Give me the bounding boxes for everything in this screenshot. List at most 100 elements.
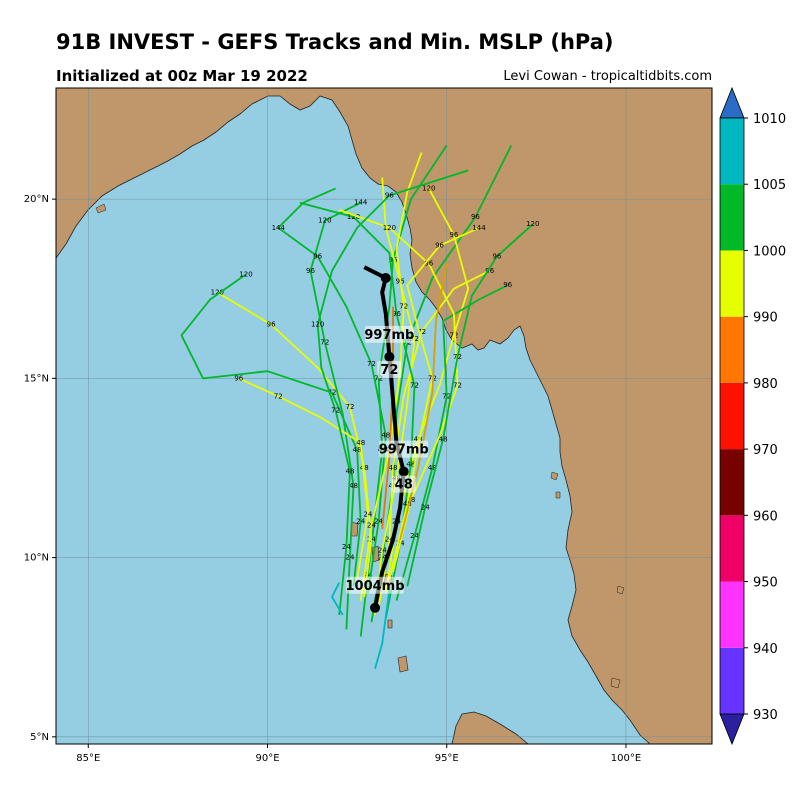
colorbar-tick-label: 980 xyxy=(753,377,778,392)
land-island-a xyxy=(550,471,559,481)
colorbar-segment xyxy=(720,184,744,251)
colorbar-tick-label: 940 xyxy=(753,642,778,657)
forecast-hour-label: 48 xyxy=(403,500,412,508)
forecast-hour-label: 120 xyxy=(239,270,252,278)
forecast-hour-label: 96 xyxy=(485,267,494,275)
colorbar-segment xyxy=(720,449,744,516)
hour-label: 72 xyxy=(380,363,398,378)
colorbar-segment xyxy=(720,647,744,714)
colorbar-segment xyxy=(720,118,744,185)
pressure-label: 1004mb xyxy=(346,579,405,594)
forecast-hour-label: 120 xyxy=(318,217,331,225)
forecast-hour-label: 72 xyxy=(449,331,458,339)
forecast-hour-label: 48 xyxy=(406,460,415,468)
ensemble-track-line xyxy=(277,187,387,594)
colorbar-segment xyxy=(720,316,744,383)
forecast-hour-label: 48 xyxy=(349,482,358,490)
forecast-hour-label: 96 xyxy=(492,252,501,260)
colorbar-tick-label: 1010 xyxy=(753,112,786,127)
forecast-hour-label: 24 xyxy=(342,543,351,551)
forecast-hour-label: 72 xyxy=(374,374,383,382)
forecast-hour-label: 72 xyxy=(367,360,376,368)
forecast-hour-label: 144 xyxy=(354,199,368,207)
pressure-label-box xyxy=(379,440,429,458)
forecast-hour-label: 72 xyxy=(345,403,354,411)
colorbar-tick-label: 990 xyxy=(753,311,778,326)
colorbar-segment xyxy=(720,581,744,648)
forecast-hour-label: 96 xyxy=(267,321,276,329)
colorbar-under-arrow xyxy=(719,713,745,746)
lat-tick-label: 5°N xyxy=(30,732,49,743)
lat-tick-label: 20°N xyxy=(24,194,49,205)
colorbar-segment xyxy=(720,250,744,317)
land-island-b xyxy=(555,491,561,499)
forecast-hour-label: 48 xyxy=(428,464,437,472)
lon-tick-label: 85°E xyxy=(76,753,100,764)
forecast-hour-label: 24 xyxy=(410,532,419,540)
lon-tick-label: 95°E xyxy=(435,753,459,764)
forecast-hour-label: 24 xyxy=(363,511,372,519)
pressure-label: 997mb xyxy=(364,328,414,343)
forecast-hour-label: 48 xyxy=(356,439,365,447)
colorbar-tick-label: 930 xyxy=(753,708,778,723)
mean-track-point xyxy=(380,272,391,283)
ensemble-track-line xyxy=(316,169,469,616)
forecast-hour-label: 72 xyxy=(410,382,419,390)
forecast-hour-label: 96 xyxy=(313,252,322,260)
colorbar-segment xyxy=(720,382,744,450)
forecast-hour-label: 120 xyxy=(422,184,435,192)
ensemble-track-line xyxy=(180,273,362,587)
forecast-hour-label: 120 xyxy=(383,224,396,232)
forecast-hour-label: 24 xyxy=(367,521,376,529)
forecast-hour-label: 24 xyxy=(367,536,376,544)
credit-text: Levi Cowan - tropicaltidbits.com xyxy=(503,69,712,84)
hour-label: 48 xyxy=(395,478,413,493)
forecast-hour-label: 96 xyxy=(503,281,512,289)
land-island-e xyxy=(95,203,107,214)
land-layer xyxy=(56,88,712,744)
hour-label-box xyxy=(391,475,416,493)
pressure-label: 997mb xyxy=(379,443,429,458)
forecast-hour-label: 72 xyxy=(399,303,408,311)
init-time-subtitle: Initialized at 00z Mar 19 2022 xyxy=(56,67,308,85)
forecast-hour-label: 72 xyxy=(274,392,283,400)
colorbar-tick-label: 950 xyxy=(753,576,778,591)
map-axes: 85°E 90°E 95°E 100°E 5°N 10°N 15°N 20°N xyxy=(24,194,641,764)
ensemble-tracks: 24 48 72 96 24 48 72 96 24 48 72 96 24 48 72 96 120 24 48 7… xyxy=(180,144,539,669)
lon-tick-label: 90°E xyxy=(255,753,279,764)
forecast-hour-label: 96 xyxy=(449,231,458,239)
hour-label-box xyxy=(377,360,402,378)
colorbar-over-arrow xyxy=(719,86,745,119)
land-island-d xyxy=(610,677,621,689)
forecast-hour-label: 72 xyxy=(331,407,340,415)
pressure-label-box xyxy=(346,576,404,594)
land-nicobar-2 xyxy=(387,619,393,629)
forecast-hour-label: 144 xyxy=(272,224,286,232)
forecast-hour-label: 48 xyxy=(360,464,369,472)
forecast-hour-label: 72 xyxy=(453,382,462,390)
forecast-hour-label: 72 xyxy=(320,339,329,347)
ensemble-track-line xyxy=(377,269,491,608)
forecast-hour-label: 120 xyxy=(347,213,360,221)
forecast-hour-label: 96 xyxy=(389,256,398,264)
mean-track-point xyxy=(384,351,395,362)
lon-tick-label: 100°E xyxy=(611,753,641,764)
land-mainland xyxy=(56,88,712,744)
map-frame xyxy=(55,87,713,745)
pressure-colorbar: 930 940 950 960 970 980 990 1000 1005 1010 xyxy=(719,86,786,746)
forecast-hour-label: 144 xyxy=(472,224,486,232)
colorbar-tick-label: 1000 xyxy=(753,244,786,259)
colorbar-tick-label: 1005 xyxy=(753,178,786,193)
ensemble-track-line xyxy=(309,201,362,630)
colorbar-tick-label: 960 xyxy=(753,509,778,524)
forecast-hour-label: 24 xyxy=(378,554,387,562)
forecast-hour-label: 48 xyxy=(389,464,398,472)
forecast-hour-label: 48 xyxy=(439,435,448,443)
land-nicobar-1 xyxy=(397,655,409,673)
forecast-hour-label: 72 xyxy=(417,328,426,336)
forecast-hour-label: 48 xyxy=(353,446,362,454)
forecast-hour-label: 24 xyxy=(356,518,365,526)
forecast-hour-label: 96 xyxy=(424,260,433,268)
colorbar-segment xyxy=(720,515,744,582)
